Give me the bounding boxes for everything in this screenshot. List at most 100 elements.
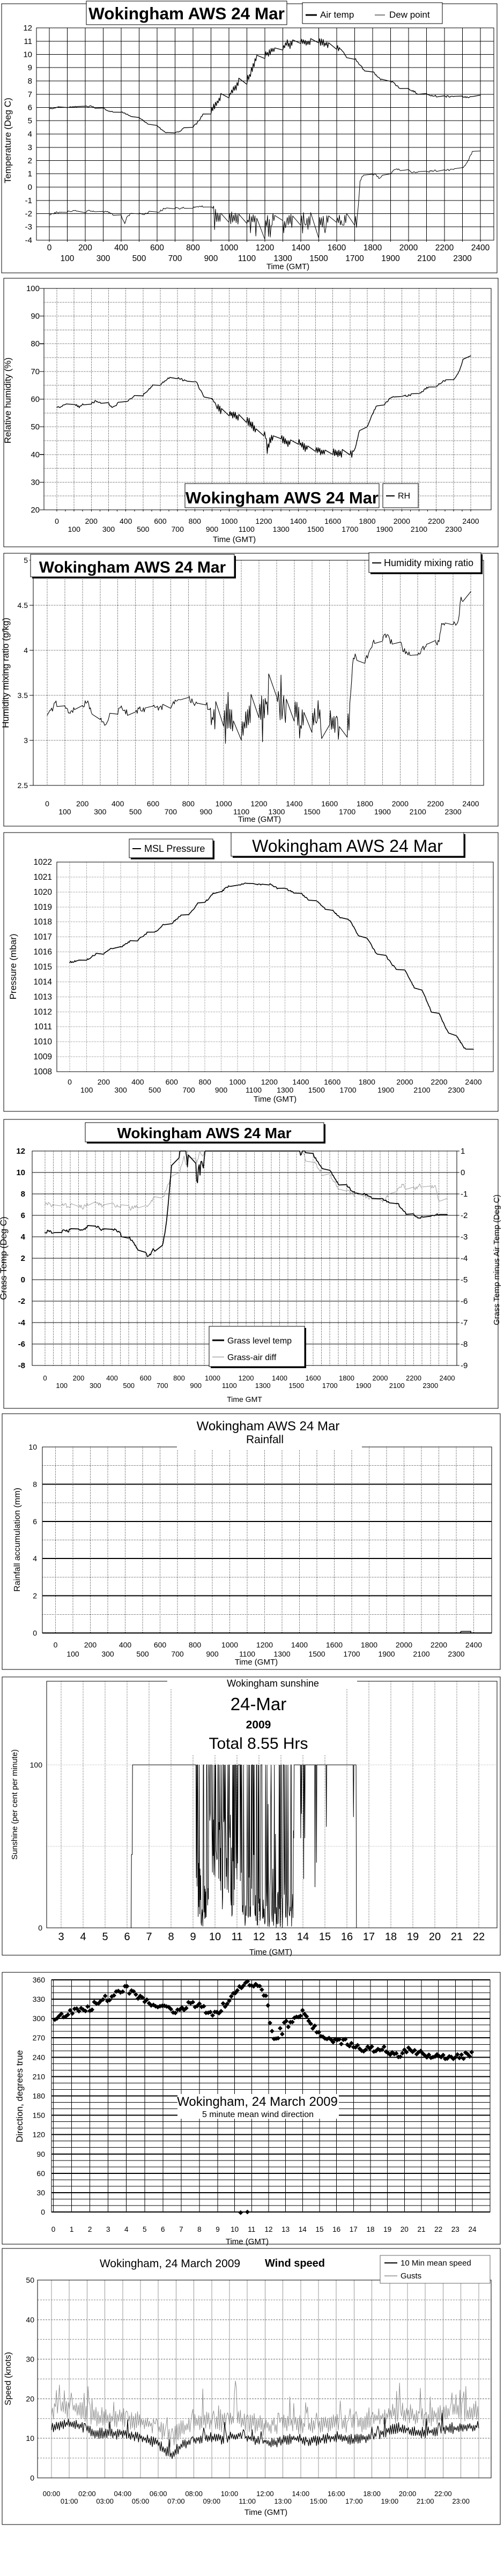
svg-text:9: 9 — [28, 63, 32, 72]
svg-text:1009: 1009 — [34, 1052, 52, 1061]
svg-text:1014: 1014 — [34, 977, 53, 986]
svg-text:Time (GMT): Time (GMT) — [213, 535, 256, 544]
svg-text:19: 19 — [407, 1931, 419, 1943]
svg-text:900: 900 — [200, 807, 213, 816]
svg-text:300: 300 — [94, 807, 107, 816]
svg-text:Wokingham AWS 24 Mar: Wokingham AWS 24 Mar — [186, 488, 379, 507]
svg-text:0: 0 — [54, 1640, 58, 1649]
svg-text:2300: 2300 — [453, 254, 472, 263]
svg-text:20: 20 — [429, 1931, 441, 1943]
svg-text:10: 10 — [26, 2434, 34, 2443]
svg-text:1500: 1500 — [288, 1382, 304, 1390]
svg-text:10:00: 10:00 — [221, 2490, 239, 2498]
svg-text:1000: 1000 — [221, 517, 238, 525]
svg-text:1700: 1700 — [339, 807, 355, 816]
svg-text:700: 700 — [172, 525, 184, 533]
svg-text:1020: 1020 — [34, 888, 53, 897]
svg-text:100: 100 — [68, 525, 81, 533]
svg-text:1400: 1400 — [286, 799, 302, 808]
svg-text:03:00: 03:00 — [96, 2497, 114, 2505]
svg-text:700: 700 — [168, 254, 182, 263]
svg-text:Wind speed: Wind speed — [265, 2258, 325, 2269]
svg-text:1600: 1600 — [321, 799, 338, 808]
svg-text:Rainfall: Rainfall — [246, 1434, 284, 1446]
svg-text:Time (GMT): Time (GMT) — [238, 815, 281, 824]
svg-text:20: 20 — [26, 2394, 34, 2403]
svg-text:1013: 1013 — [34, 992, 52, 1001]
svg-text:1700: 1700 — [342, 525, 358, 533]
svg-text:6: 6 — [28, 103, 32, 113]
svg-text:14:00: 14:00 — [292, 2490, 310, 2498]
svg-text:16:00: 16:00 — [328, 2490, 345, 2498]
svg-text:2000: 2000 — [394, 517, 410, 525]
svg-text:1600: 1600 — [326, 1640, 343, 1649]
svg-text:700: 700 — [157, 1382, 168, 1390]
svg-text:-6: -6 — [461, 1297, 468, 1306]
svg-text:8: 8 — [168, 1931, 174, 1943]
svg-text:4: 4 — [21, 1233, 26, 1242]
svg-text:10: 10 — [231, 2225, 239, 2233]
svg-text:07:00: 07:00 — [167, 2497, 185, 2505]
svg-text:19:00: 19:00 — [381, 2497, 399, 2505]
svg-text:1800: 1800 — [359, 517, 375, 525]
svg-text:1100: 1100 — [246, 1086, 262, 1094]
svg-text:0: 0 — [55, 517, 59, 525]
svg-text:9: 9 — [190, 1931, 196, 1943]
svg-text:100: 100 — [66, 1650, 79, 1658]
svg-text:6: 6 — [124, 1931, 130, 1943]
svg-text:900: 900 — [190, 1382, 202, 1390]
svg-text:16: 16 — [341, 1931, 353, 1943]
svg-text:150: 150 — [33, 2111, 46, 2120]
svg-text:90: 90 — [31, 312, 40, 321]
svg-text:1018: 1018 — [34, 918, 52, 927]
svg-text:Wokingham AWS 24 Mar: Wokingham AWS 24 Mar — [117, 1125, 291, 1141]
svg-text:4: 4 — [124, 2225, 129, 2233]
svg-text:1100: 1100 — [233, 807, 249, 816]
svg-text:20: 20 — [31, 506, 40, 515]
svg-text:200: 200 — [98, 1078, 110, 1086]
svg-text:2009: 2009 — [246, 1719, 271, 1731]
svg-text:-1: -1 — [25, 196, 32, 205]
svg-text:1400: 1400 — [290, 517, 307, 525]
svg-text:7: 7 — [28, 90, 32, 99]
svg-text:05:00: 05:00 — [132, 2497, 150, 2505]
svg-text:1022: 1022 — [34, 858, 52, 867]
svg-text:0: 0 — [47, 243, 52, 253]
svg-text:12: 12 — [23, 24, 32, 33]
svg-text:3: 3 — [28, 143, 32, 152]
svg-text:1000: 1000 — [205, 1374, 220, 1382]
svg-text:2100: 2100 — [413, 1650, 429, 1658]
svg-text:1200: 1200 — [239, 1374, 254, 1382]
svg-text:2: 2 — [88, 2225, 92, 2233]
svg-text:Wokingham, 24 March 2009: Wokingham, 24 March 2009 — [177, 2095, 338, 2109]
svg-text:2400: 2400 — [465, 1640, 482, 1649]
svg-text:1400: 1400 — [292, 243, 310, 253]
svg-text:200: 200 — [76, 799, 89, 808]
svg-text:1700: 1700 — [339, 1086, 356, 1094]
svg-text:13: 13 — [281, 2225, 290, 2233]
svg-text:1000: 1000 — [216, 799, 232, 808]
svg-text:3: 3 — [58, 1931, 64, 1943]
svg-text:Wokingham AWS 24 Mar: Wokingham AWS 24 Mar — [252, 836, 443, 856]
svg-text:1600: 1600 — [328, 243, 346, 253]
svg-text:1012: 1012 — [34, 1007, 52, 1016]
svg-text:5: 5 — [143, 2225, 147, 2233]
svg-text:6: 6 — [21, 1211, 25, 1220]
svg-text:Temperature (Deg C): Temperature (Deg C) — [3, 98, 13, 183]
svg-text:Grass Temp minus Air Temp (Deg: Grass Temp minus Air Temp (Deg C) — [492, 1194, 501, 1325]
svg-text:330: 330 — [33, 1995, 46, 2003]
svg-text:-3: -3 — [25, 222, 32, 232]
svg-text:4: 4 — [80, 1931, 86, 1943]
svg-text:1000: 1000 — [221, 1640, 238, 1649]
svg-text:22:00: 22:00 — [434, 2490, 452, 2498]
svg-text:0: 0 — [33, 1629, 37, 1637]
svg-text:2200: 2200 — [431, 1640, 447, 1649]
svg-text:200: 200 — [78, 243, 92, 253]
svg-text:12: 12 — [16, 1147, 25, 1156]
svg-text:800: 800 — [189, 1640, 202, 1649]
svg-text:100: 100 — [30, 1761, 43, 1769]
svg-text:17: 17 — [363, 1931, 375, 1943]
svg-text:0: 0 — [30, 2474, 34, 2482]
svg-text:2400: 2400 — [471, 243, 490, 253]
svg-text:600: 600 — [140, 1374, 152, 1382]
